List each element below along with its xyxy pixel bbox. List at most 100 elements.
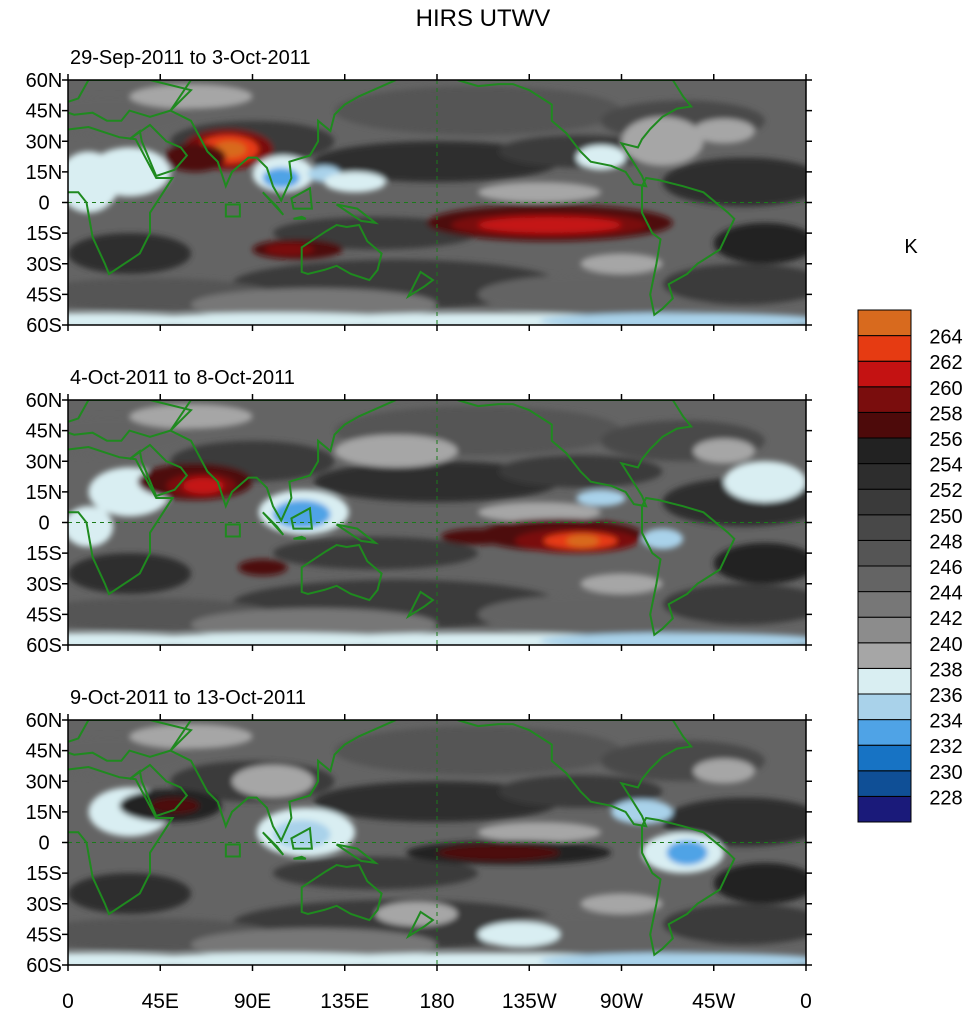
field-region bbox=[68, 151, 120, 213]
colorbar-box bbox=[857, 565, 912, 593]
field-region bbox=[713, 542, 806, 584]
colorbar-box bbox=[857, 463, 912, 490]
field-region bbox=[334, 86, 622, 136]
continent-outline bbox=[293, 535, 307, 540]
x-tick-label: 0 bbox=[800, 990, 812, 1013]
continent-outline bbox=[336, 203, 380, 225]
field-region bbox=[273, 500, 331, 529]
colorbar-label: 258 bbox=[929, 403, 962, 425]
field-region bbox=[68, 233, 191, 274]
continent-outline bbox=[169, 80, 397, 203]
field-region bbox=[324, 171, 386, 193]
colorbar-box bbox=[857, 360, 912, 388]
field-region bbox=[576, 145, 626, 170]
y-tick-label: 60S bbox=[26, 955, 62, 977]
continent-outline bbox=[405, 590, 435, 620]
field-region bbox=[334, 726, 622, 776]
continent-outline bbox=[300, 543, 383, 602]
field-region bbox=[191, 288, 437, 321]
colorbar-box bbox=[857, 514, 912, 541]
field-layer bbox=[68, 80, 806, 325]
field-region bbox=[273, 856, 478, 890]
field-region bbox=[68, 873, 191, 914]
y-tick-label: 30S bbox=[26, 254, 62, 276]
field-region bbox=[580, 893, 663, 914]
continent-outline bbox=[128, 443, 189, 498]
y-tick-label: 15S bbox=[26, 543, 62, 565]
field-region bbox=[164, 143, 226, 172]
colorbar-label: 254 bbox=[929, 455, 962, 477]
y-tick-label: 0 bbox=[38, 193, 49, 215]
continent-outline bbox=[641, 496, 736, 637]
continent-outline bbox=[262, 511, 285, 536]
y-tick-label: 60N bbox=[26, 70, 63, 92]
continent-outline bbox=[68, 720, 193, 762]
x-axis: 0 45E 90E 135E 180 135W 90W 45W 0 bbox=[62, 990, 812, 1013]
field-region bbox=[232, 764, 314, 798]
field-region bbox=[580, 253, 663, 274]
colorbar-label: 252 bbox=[929, 480, 962, 502]
colorbar-box bbox=[857, 770, 912, 797]
colorbar-label: 262 bbox=[929, 352, 962, 374]
field-region bbox=[566, 534, 599, 547]
y-tick-label: 60S bbox=[26, 315, 62, 337]
field-region bbox=[662, 583, 806, 625]
field-region bbox=[238, 559, 288, 576]
field-region bbox=[68, 506, 114, 547]
field-region bbox=[182, 477, 224, 494]
colorbar-box bbox=[857, 488, 912, 516]
coastlines bbox=[68, 80, 736, 317]
continent-outline bbox=[169, 720, 397, 843]
field-region bbox=[621, 116, 704, 166]
colorbar-label: 250 bbox=[929, 506, 962, 528]
colorbar-box bbox=[857, 309, 912, 337]
continent-outline bbox=[336, 523, 380, 545]
field-region bbox=[150, 797, 200, 814]
continent-outline bbox=[457, 720, 694, 828]
region-box bbox=[224, 523, 241, 538]
region-box bbox=[224, 843, 241, 858]
y-tick-label: 45S bbox=[26, 924, 62, 946]
colorbar-label: 256 bbox=[929, 429, 962, 451]
field-region bbox=[539, 312, 806, 325]
y-tick-label: 60S bbox=[26, 635, 62, 657]
y-tick-label: 15S bbox=[26, 223, 62, 245]
continent-outline bbox=[262, 191, 285, 216]
continent-outline bbox=[68, 765, 175, 916]
y-tick-label: 45N bbox=[26, 741, 63, 763]
colorbar-label: 228 bbox=[929, 787, 962, 809]
x-tick-label: 180 bbox=[419, 990, 454, 1013]
continent-outline bbox=[290, 506, 314, 530]
colorbar-label: 248 bbox=[929, 531, 962, 553]
colorbar-box bbox=[857, 693, 912, 721]
y-tick-label: 15N bbox=[26, 482, 63, 504]
field-region bbox=[478, 502, 601, 523]
y-tick-label: 15N bbox=[26, 162, 63, 184]
region-box bbox=[224, 203, 241, 218]
continent-outline bbox=[641, 816, 736, 957]
x-tick-label: 90E bbox=[234, 990, 271, 1013]
field-region bbox=[129, 724, 253, 749]
chart-title: HIRS UTWV bbox=[416, 5, 551, 32]
y-tick-label: 30S bbox=[26, 574, 62, 596]
field-region bbox=[662, 903, 806, 945]
field-region bbox=[129, 404, 253, 429]
colorbar-label: 242 bbox=[929, 608, 962, 630]
y-tick-label: 60N bbox=[26, 390, 63, 412]
colorbar-box bbox=[857, 642, 912, 669]
colorbar-box bbox=[857, 591, 912, 618]
x-tick-label: 0 bbox=[62, 990, 74, 1013]
continent-outline bbox=[128, 123, 189, 178]
colorbar: 228 230 232 234 236 238 240 242 244 246 248 250 252 2… bbox=[857, 236, 963, 823]
y-tick-label: 0 bbox=[38, 833, 49, 855]
colorbar-box bbox=[857, 667, 912, 695]
field-region bbox=[191, 928, 437, 961]
colorbar-label: 230 bbox=[929, 762, 962, 784]
field-region bbox=[437, 844, 560, 861]
colorbar-box bbox=[857, 539, 912, 567]
colorbar-label: 238 bbox=[929, 659, 962, 681]
field-region bbox=[693, 118, 755, 144]
field-region bbox=[478, 922, 560, 947]
continent-outline bbox=[290, 826, 314, 850]
x-tick-label: 45E bbox=[142, 990, 179, 1013]
